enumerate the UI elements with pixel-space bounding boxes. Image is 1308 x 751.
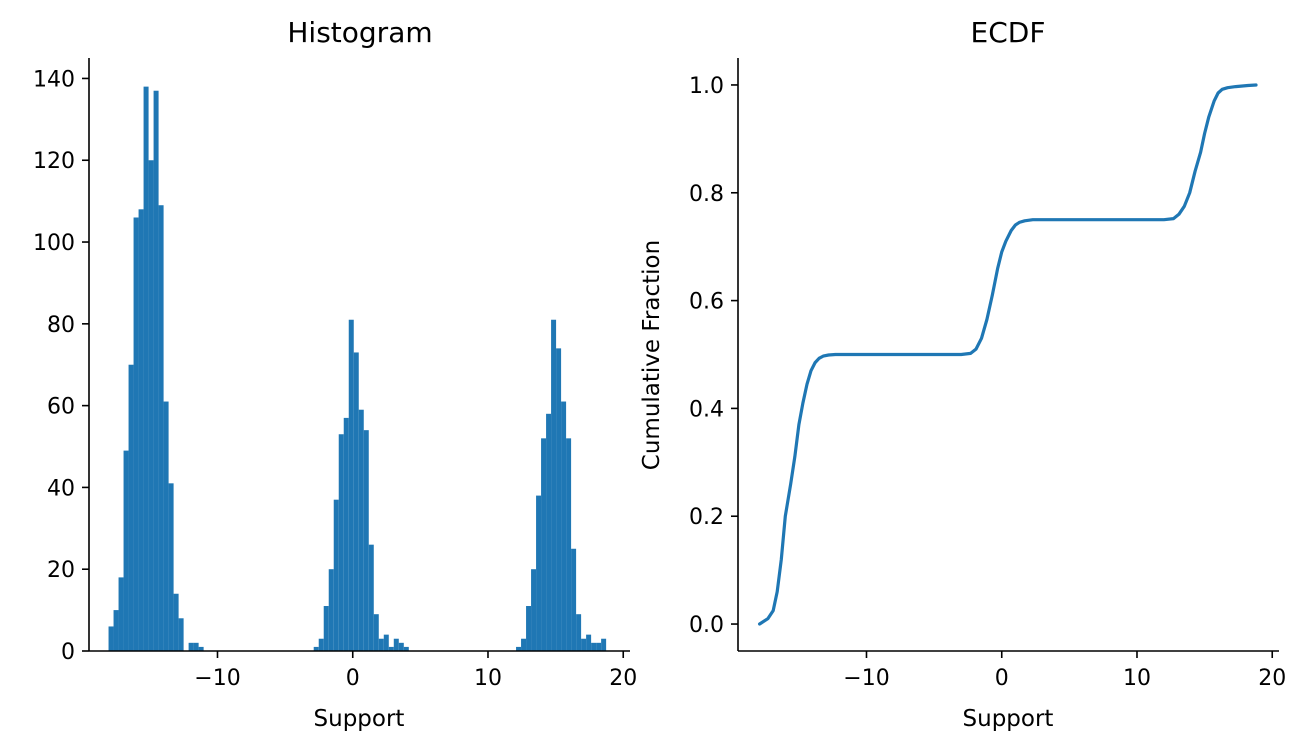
ecdf-title: ECDF [971, 16, 1046, 49]
histogram-bar [403, 646, 409, 651]
histogram-bar [353, 352, 359, 651]
histogram-x-tick-label: 20 [609, 666, 637, 691]
histogram-bar [521, 638, 527, 651]
histogram-y-tick-label: 120 [33, 149, 75, 174]
histogram-x-label: Support [314, 706, 405, 732]
histogram-bar [591, 642, 597, 651]
histogram-bar [571, 548, 577, 651]
histogram-bar [566, 438, 572, 651]
histogram-title: Histogram [287, 16, 432, 49]
histogram-y-tick-label: 0 [61, 640, 75, 665]
ecdf-y-tick-label: 0.4 [689, 397, 724, 422]
histogram-bar [123, 450, 129, 651]
histogram-bar [561, 401, 567, 651]
histogram-bar [138, 209, 144, 651]
histogram-bar [118, 577, 124, 651]
histogram-bar [363, 430, 369, 651]
histogram-bar [173, 593, 179, 651]
histogram-bar [178, 618, 184, 651]
histogram-x-tick-label: −10 [194, 666, 240, 691]
histogram-bar [158, 205, 164, 651]
histogram-x-tick-label: 0 [346, 666, 360, 691]
ecdf-panel: ECDF −10 0 10 20 0.0 0.2 0.4 0.6 0.8 1.0 Support… [639, 16, 1286, 732]
histogram-bar [338, 434, 344, 651]
histogram-bar [318, 638, 324, 651]
histogram-y-tick-label: 80 [47, 313, 75, 338]
histogram-bar [596, 642, 602, 651]
histogram-bar [526, 606, 532, 651]
histogram-bar [536, 495, 542, 651]
ecdf-y-ticks: 0.0 0.2 0.4 0.6 0.8 1.0 [689, 74, 738, 638]
ecdf-x-tick-label: 20 [1258, 666, 1286, 691]
ecdf-x-tick-label: −10 [843, 666, 889, 691]
histogram-bar [328, 569, 334, 651]
ecdf-y-tick-label: 0.6 [689, 290, 724, 315]
histogram-bar [168, 483, 174, 651]
ecdf-series-line [758, 83, 1258, 626]
histogram-bar [153, 90, 159, 652]
histogram-bar [388, 646, 394, 651]
histogram-bar [378, 638, 384, 651]
histogram-bar [193, 642, 199, 651]
ecdf-y-tick-label: 0.8 [689, 182, 724, 207]
histogram-bar [541, 438, 547, 651]
histogram-y-tick-label: 60 [47, 395, 75, 420]
histogram-bar [546, 413, 552, 651]
histogram-bar [108, 626, 114, 651]
histogram-bars [108, 86, 607, 652]
histogram-bar [531, 569, 537, 651]
histogram-y-tick-label: 100 [33, 231, 75, 256]
histogram-bar [133, 217, 139, 651]
ecdf-y-label: Cumulative Fraction [639, 240, 665, 470]
histogram-bar [551, 319, 557, 651]
histogram-bar [393, 638, 399, 651]
histogram-bar [343, 417, 349, 651]
histogram-bar [398, 642, 404, 651]
histogram-bar [113, 610, 119, 651]
histogram-bar [148, 160, 154, 651]
histogram-bar [128, 364, 134, 651]
histogram-bar [348, 319, 354, 651]
histogram-bar [323, 606, 329, 651]
histogram-y-tick-label: 20 [47, 558, 75, 583]
histogram-bar [516, 646, 522, 651]
histogram-bar [198, 646, 204, 651]
ecdf-x-label: Support [963, 706, 1054, 732]
histogram-bar [383, 634, 389, 651]
histogram-panel: Histogram −10 0 10 20 0 20 40 60 80 100 120 140 Su… [33, 16, 637, 732]
ecdf-x-tick-label: 10 [1123, 666, 1151, 691]
ecdf-x-ticks: −10 0 10 20 [843, 651, 1286, 691]
histogram-bar [333, 499, 339, 651]
histogram-bar [163, 401, 169, 651]
ecdf-y-tick-label: 0.0 [689, 613, 724, 638]
ecdf-x-tick-label: 0 [995, 666, 1009, 691]
histogram-y-ticks: 0 20 40 60 80 100 120 140 [33, 67, 89, 665]
histogram-y-tick-label: 140 [33, 67, 75, 92]
histogram-bar [143, 86, 149, 652]
histogram-bar [313, 646, 319, 651]
histogram-bar [188, 642, 194, 651]
histogram-bar [586, 634, 592, 651]
histogram-bar [581, 638, 587, 651]
histogram-bar [556, 348, 562, 651]
histogram-bar [358, 409, 364, 651]
ecdf-y-tick-label: 1.0 [689, 74, 724, 99]
histogram-bar [368, 544, 374, 651]
histogram-bar [601, 638, 607, 651]
histogram-x-tick-label: 10 [474, 666, 502, 691]
histogram-bar [576, 614, 582, 651]
histogram-y-tick-label: 40 [47, 476, 75, 501]
ecdf-y-tick-label: 0.2 [689, 505, 724, 530]
histogram-bar [373, 614, 379, 651]
histogram-x-ticks: −10 0 10 20 [194, 651, 637, 691]
